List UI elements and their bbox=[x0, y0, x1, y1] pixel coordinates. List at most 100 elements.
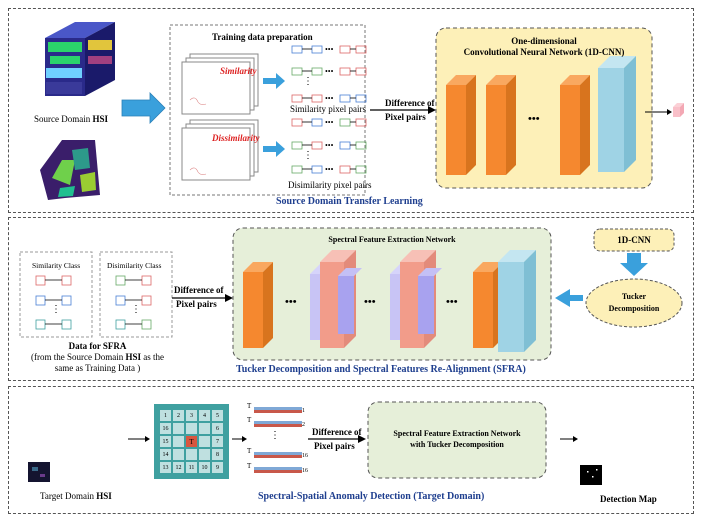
arrow-icon bbox=[573, 436, 578, 442]
net-ellipsis-3: ••• bbox=[446, 296, 458, 308]
sfra-vdots-2: ⋮ bbox=[131, 304, 141, 315]
cnn-small-box bbox=[593, 228, 675, 252]
detection-map-label: Detection Map bbox=[600, 494, 657, 504]
grid-cell bbox=[172, 448, 185, 461]
pair-num-2: 2 bbox=[302, 422, 305, 428]
grid-cell bbox=[185, 422, 198, 435]
grid-cell: 7 bbox=[211, 435, 224, 448]
vdots-1: ⋮ bbox=[303, 76, 313, 87]
similarity-class-box bbox=[19, 251, 93, 338]
grid-cell: 13 bbox=[159, 461, 172, 474]
grid-cell: 5 bbox=[211, 409, 224, 422]
source-classmap-image bbox=[40, 140, 100, 200]
diff-label-p3-1: Difference of bbox=[312, 427, 362, 437]
section-title-2: Tucker Decomposition and Spectral Featur… bbox=[236, 364, 526, 375]
neighbor-grid: 1 2 3 4 5 16 6 15 T 7 14 8 13 12 11 10 9 bbox=[159, 409, 224, 474]
grid-cell bbox=[185, 448, 198, 461]
hdots-5: ••• bbox=[325, 141, 334, 150]
diff-label-1: Difference of bbox=[385, 98, 435, 108]
diff-label-p2-2: Pixel pairs bbox=[176, 299, 217, 309]
grid-cell bbox=[198, 448, 211, 461]
grid-center-target: T bbox=[185, 435, 198, 448]
grid-cell: 15 bbox=[159, 435, 172, 448]
pair-t-3: T bbox=[247, 447, 252, 455]
section-title-1: Source Domain Transfer Learning bbox=[276, 196, 423, 207]
source-hsi-cube-icon bbox=[45, 22, 115, 96]
similarity-class-label: Similarity Class bbox=[32, 261, 81, 270]
grid-cell: 10 bbox=[198, 461, 211, 474]
diff-label-2: Pixel pairs bbox=[385, 112, 426, 122]
grid-cell: 4 bbox=[198, 409, 211, 422]
grid-cell: 14 bbox=[159, 448, 172, 461]
hdots-1: ••• bbox=[325, 45, 334, 54]
hdots-6: ••• bbox=[325, 165, 334, 174]
grid-cell: 3 bbox=[185, 409, 198, 422]
diff-label-p3-2: Pixel pairs bbox=[314, 441, 355, 451]
pair-t-2: T bbox=[247, 416, 252, 424]
tucker-network-box bbox=[367, 401, 547, 479]
sfra-vdots-1: ⋮ bbox=[51, 304, 61, 315]
diff-label-p2-1: Difference of bbox=[174, 285, 224, 295]
left-arrow-icon bbox=[555, 289, 583, 307]
hdots-2: ••• bbox=[325, 67, 334, 76]
pair-t-4: T bbox=[247, 462, 252, 470]
tucker-ellipse bbox=[585, 278, 683, 328]
net-ellipsis-2: ••• bbox=[364, 296, 376, 308]
pair-double-arrows bbox=[302, 48, 356, 170]
grid-cell: 2 bbox=[172, 409, 185, 422]
grid-cell: 1 bbox=[159, 409, 172, 422]
grid-cell: 8 bbox=[211, 448, 224, 461]
target-domain-hsi-label: Target Domain HSI bbox=[40, 491, 112, 501]
sfra-title: Data for SFRA bbox=[68, 341, 127, 351]
grid-cell: 16 bbox=[159, 422, 172, 435]
dissimilarity-word: Dissimilarity bbox=[212, 133, 260, 143]
pair-num-4: 16 bbox=[302, 468, 308, 474]
tucker-label-1: Tucker bbox=[621, 292, 647, 301]
hdots-3: ••• bbox=[325, 94, 334, 103]
grid-cell: 9 bbox=[211, 461, 224, 474]
tucker-network-label-2: with Tucker Decomposition bbox=[410, 440, 504, 449]
spectral-network-layers bbox=[243, 250, 536, 352]
arrow-icon bbox=[263, 73, 285, 89]
section-title-3: Spectral-Spatial Anomaly Detection (Targ… bbox=[258, 491, 485, 502]
similarity-cards bbox=[181, 53, 259, 115]
cnn-title-2: Convolutional Neural Network (1D-CNN) bbox=[463, 47, 625, 57]
tucker-network-label-1: Spectral Feature Extraction Network bbox=[393, 429, 521, 438]
dissimilarity-pairs-label: Disimilarity pixel pairs bbox=[288, 180, 372, 190]
dissimilarity-class-label: Disimilarity Class bbox=[107, 261, 162, 270]
training-prep-title: Training data preparation bbox=[212, 32, 313, 42]
sfra-line-3: same as Training Data ) bbox=[54, 363, 141, 373]
grid-cell bbox=[198, 422, 211, 435]
cnn-layers bbox=[446, 56, 636, 175]
sfra-pairs bbox=[35, 275, 152, 330]
spectral-network-title: Spectral Feature Extraction Network bbox=[328, 235, 456, 244]
similarity-word: Similarity bbox=[220, 66, 257, 76]
vdots-2: ⋮ bbox=[303, 150, 313, 161]
grid-cell: 11 bbox=[185, 461, 198, 474]
grid-cell bbox=[172, 422, 185, 435]
source-domain-hsi-label: Source Domain HSI bbox=[34, 114, 109, 124]
grid-cell bbox=[198, 435, 211, 448]
pair-t-1: T bbox=[247, 402, 252, 410]
panel-sfra bbox=[8, 217, 694, 381]
dissimilarity-class-box bbox=[99, 251, 173, 338]
tucker-label-2: Decomposition bbox=[608, 304, 660, 313]
output-cube-icon bbox=[673, 103, 684, 117]
similarity-pairs-label: Similarity pixel pairs bbox=[290, 104, 366, 114]
cnn-title-1: One-dimensional bbox=[511, 36, 577, 46]
pair-num-3: 16 bbox=[302, 453, 308, 459]
dissimilarity-cards bbox=[181, 119, 259, 181]
panel-source-transfer-learning bbox=[8, 8, 694, 213]
panel-anomaly-detection bbox=[8, 386, 694, 514]
arrow-icon bbox=[263, 141, 285, 157]
pair-vdots: ⋮ bbox=[270, 430, 280, 441]
sfra-line-2: (from the Source Domain HSI as the bbox=[31, 352, 164, 362]
similarity-pair-boxes bbox=[291, 45, 367, 174]
grid-cell: 6 bbox=[211, 422, 224, 435]
down-arrow-icon bbox=[620, 253, 648, 276]
pair-num-1: 1 bbox=[302, 408, 305, 414]
net-ellipsis-1: ••• bbox=[285, 296, 297, 308]
hdots-4: ••• bbox=[325, 118, 334, 127]
cnn-ellipsis: ••• bbox=[528, 113, 540, 125]
grid-cell: 12 bbox=[172, 461, 185, 474]
